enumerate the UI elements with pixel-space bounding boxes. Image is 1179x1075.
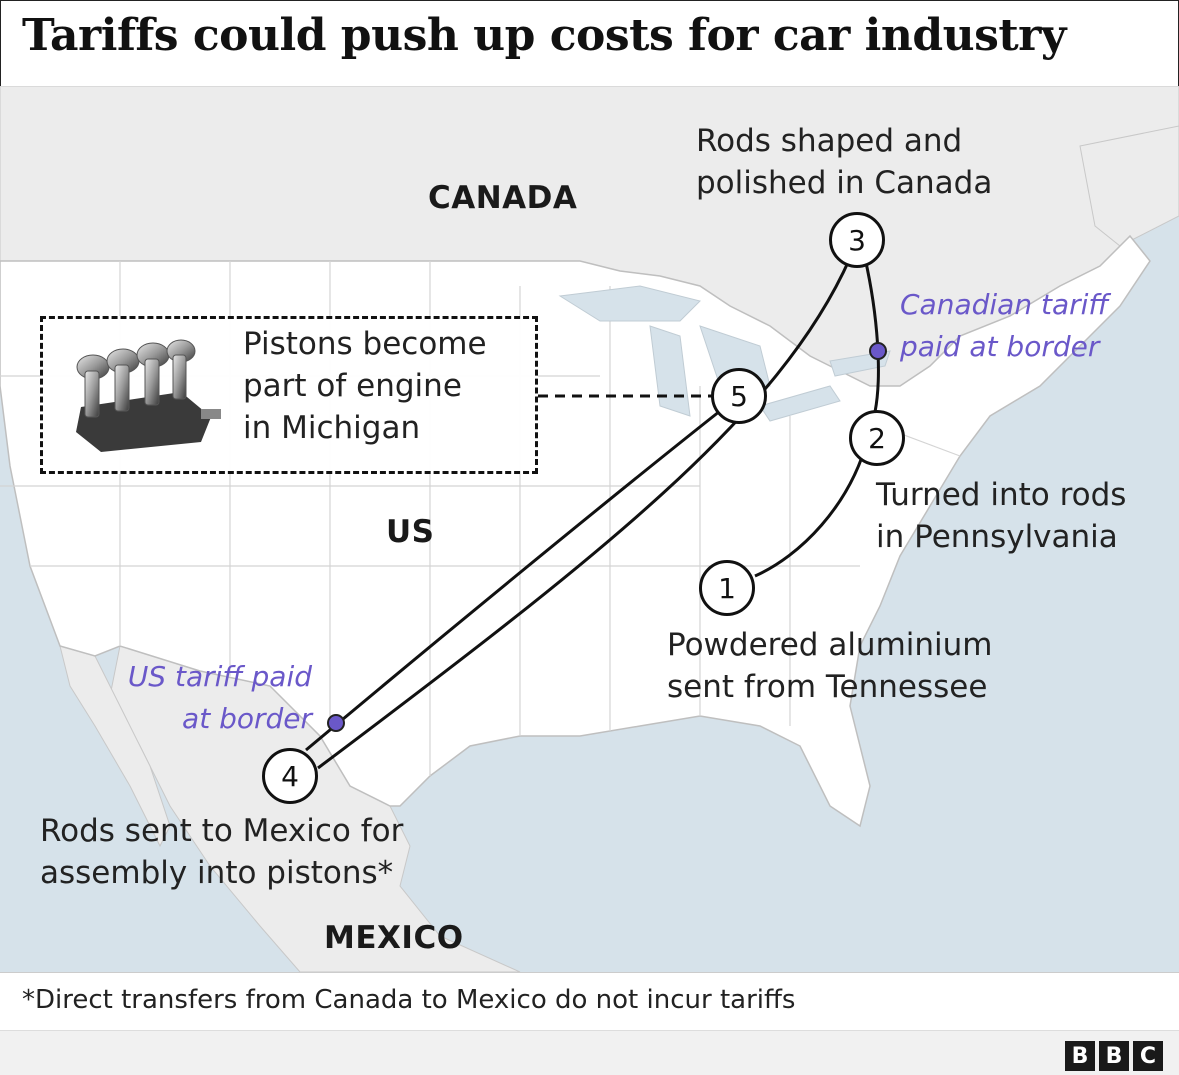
country-label-canada: CANADA xyxy=(428,180,578,216)
bbc-logo-b1: B xyxy=(1065,1041,1095,1071)
step-4-label-line2: assembly into pistons* xyxy=(40,855,394,891)
step-5-marker: 5 xyxy=(711,368,767,424)
step-4-label-line1: Rods sent to Mexico for xyxy=(40,813,404,849)
step-1-label: Powdered aluminium sent from Tennessee xyxy=(667,624,993,708)
step-4-label: Rods sent to Mexico for assembly into pi… xyxy=(40,810,403,894)
canadian-tariff-line1: Canadian tariff xyxy=(900,288,1109,321)
canadian-tariff-marker xyxy=(869,342,887,360)
step-3-marker: 3 xyxy=(829,212,885,268)
footnote-text: *Direct transfers from Canada to Mexico … xyxy=(22,985,796,1015)
maritimes-land xyxy=(1079,125,1179,247)
us-tariff-line1: US tariff paid xyxy=(127,660,312,693)
route-4-5 xyxy=(305,409,721,752)
bbc-logo: B B C xyxy=(1065,1041,1163,1071)
step-3-label-line1: Rods shaped and xyxy=(696,123,963,159)
canadian-tariff-label: Canadian tariff paid at border xyxy=(900,284,1109,368)
bbc-logo-b2: B xyxy=(1099,1041,1129,1071)
footnote: *Direct transfers from Canada to Mexico … xyxy=(0,972,1179,1031)
step-4-marker: 4 xyxy=(262,748,318,804)
country-label-us: US xyxy=(386,514,435,550)
us-tariff-marker xyxy=(327,714,345,732)
step-2-marker: 2 xyxy=(849,410,905,466)
step-3-label-line2: polished in Canada xyxy=(696,165,993,201)
step-1-marker: 1 xyxy=(699,560,755,616)
step-5-label-line1: Pistons become xyxy=(243,326,487,362)
engine-pistons-icon xyxy=(76,339,221,452)
step-5-label-line3: in Michigan xyxy=(243,410,421,446)
route-3-4 xyxy=(317,257,852,770)
step-2-label-line1: Turned into rods xyxy=(876,477,1127,513)
route-1-2 xyxy=(754,437,870,578)
bottom-bar: B B C xyxy=(0,1030,1179,1075)
step-2-label-line2: in Pennsylvania xyxy=(876,519,1118,555)
step-5-callout: Pistons become part of engine in Michiga… xyxy=(40,316,538,474)
step-2-label: Turned into rods in Pennsylvania xyxy=(876,474,1126,558)
us-tariff-label: US tariff paid at border xyxy=(112,656,312,740)
canadian-tariff-line2: paid at border xyxy=(900,330,1100,363)
step-1-label-line2: sent from Tennessee xyxy=(667,669,988,705)
map: CANADA US MEXICO 1 2 3 4 5 Powdered alum… xyxy=(0,86,1179,972)
page-title: Tariffs could push up costs for car indu… xyxy=(22,10,1066,61)
step-5-label: Pistons become part of engine in Michiga… xyxy=(243,323,487,449)
step-1-label-line1: Powdered aluminium xyxy=(667,627,993,663)
gulf-of-mexico xyxy=(430,736,830,886)
us-tariff-line2: at border xyxy=(182,702,312,735)
baja-land xyxy=(59,645,171,848)
step-5-label-line2: part of engine xyxy=(243,368,462,404)
bbc-logo-c: C xyxy=(1133,1041,1163,1071)
country-label-mexico: MEXICO xyxy=(324,920,464,956)
step-3-label: Rods shaped and polished in Canada xyxy=(696,120,992,204)
